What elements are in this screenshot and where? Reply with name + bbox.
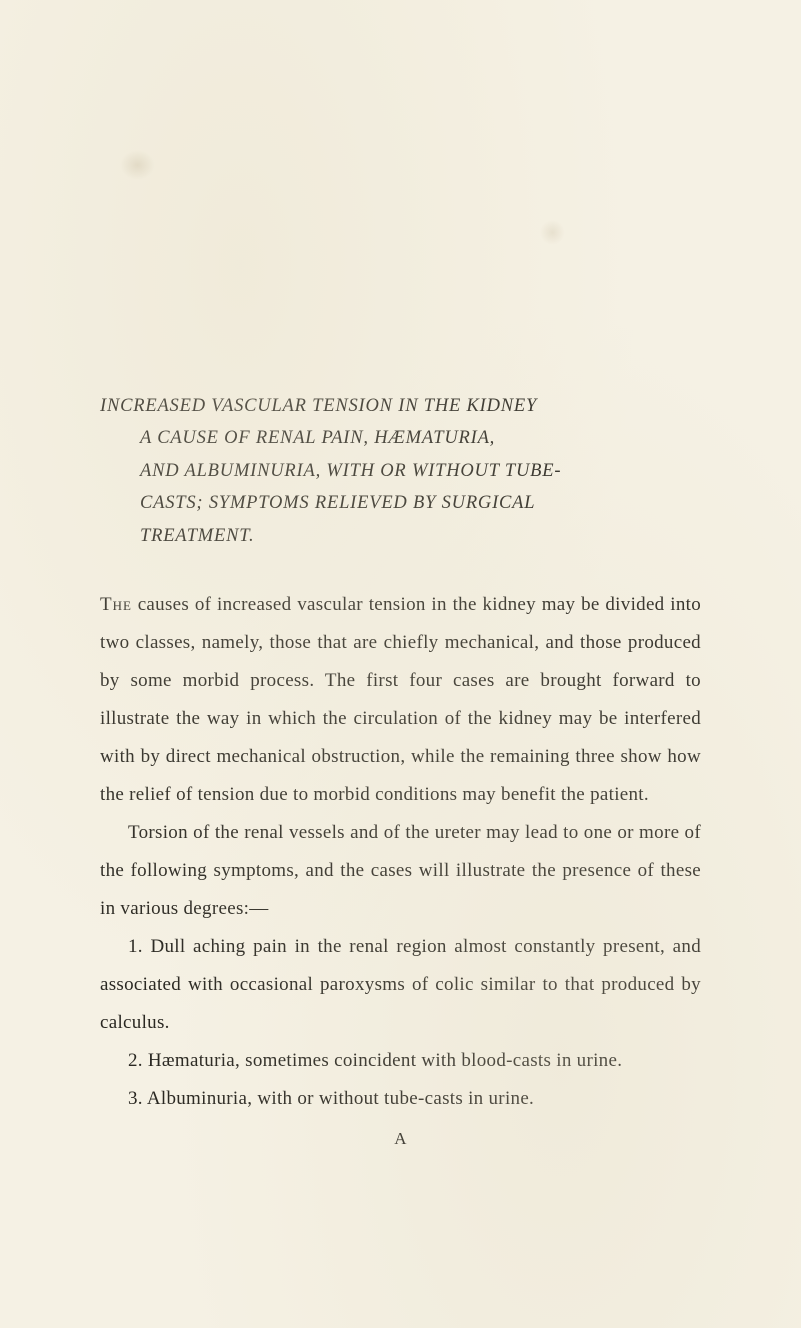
title-line: AND ALBUMINURIA, WITH OR WITHOUT TUBE- (100, 455, 701, 487)
list-item: 2. Hæmaturia, sometimes coincident with … (100, 1042, 701, 1080)
list-item: 3. Albuminuria, with or without tube-cas… (100, 1080, 701, 1118)
body-text: The causes of increased vascular tension… (100, 586, 701, 1156)
title-line: CASTS; SYMPTOMS RELIEVED BY SURGICAL (100, 487, 701, 519)
lead-word: The (100, 594, 132, 615)
title-line: TREATMENT. (100, 520, 701, 552)
title-line: A CAUSE OF RENAL PAIN, HÆMATURIA, (100, 422, 701, 454)
title-line: INCREASED VASCULAR TENSION IN THE KIDNEY (100, 390, 701, 422)
list-item: 1. Dull aching pain in the renal region … (100, 928, 701, 1042)
page-content: INCREASED VASCULAR TENSION IN THE KIDNEY… (0, 0, 801, 1216)
paragraph: Torsion of the renal vessels and of the … (100, 814, 701, 928)
paragraph-text: causes of increased vascular tension in … (100, 594, 701, 805)
document-title: INCREASED VASCULAR TENSION IN THE KIDNEY… (100, 390, 701, 552)
signature-mark: A (100, 1122, 701, 1156)
paragraph: The causes of increased vascular tension… (100, 586, 701, 814)
